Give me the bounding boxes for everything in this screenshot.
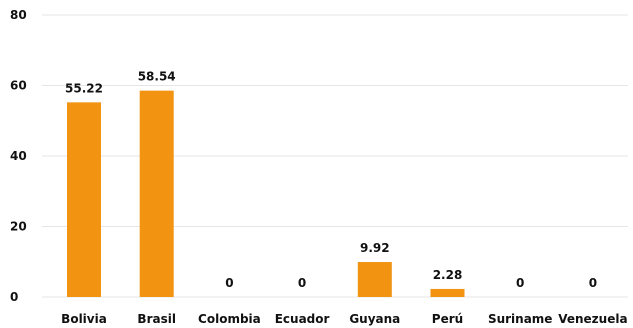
x-category-label: Venezuela — [558, 312, 627, 326]
x-category-label: Bolivia — [61, 312, 107, 326]
data-label: 55.22 — [65, 81, 103, 95]
x-category-label: Brasil — [137, 312, 176, 326]
data-label: 58.54 — [138, 70, 176, 84]
gridlines — [42, 14, 628, 298]
x-category-label: Colombia — [198, 312, 261, 326]
data-label: 2.28 — [433, 268, 463, 282]
x-category-label: Perú — [432, 312, 463, 326]
data-labels: 55.22 58.54 0 0 9.92 2.28 0 0 — [65, 70, 597, 290]
y-axis-tick-labels: 0 20 40 60 80 — [10, 8, 27, 304]
data-label: 0 — [225, 276, 233, 290]
y-tick-label: 40 — [10, 149, 27, 163]
y-tick-label: 80 — [10, 8, 27, 22]
bar — [139, 90, 174, 297]
x-category-label: Guyana — [349, 312, 400, 326]
data-label: 0 — [516, 276, 524, 290]
bars — [67, 90, 465, 297]
y-tick-label: 20 — [10, 220, 27, 234]
data-label: 9.92 — [360, 241, 390, 255]
data-label: 0 — [298, 276, 306, 290]
y-tick-label: 60 — [10, 79, 27, 93]
bar — [430, 288, 465, 297]
x-category-label: Suriname — [488, 312, 553, 326]
bar — [67, 102, 101, 297]
x-axis-category-labels: Bolivia Brasil Colombia Ecuador Guyana Perú Su… — [61, 312, 627, 326]
x-category-label: Ecuador — [275, 312, 330, 326]
bar — [357, 262, 392, 297]
y-tick-label: 0 — [10, 290, 18, 304]
data-label: 0 — [589, 276, 597, 290]
